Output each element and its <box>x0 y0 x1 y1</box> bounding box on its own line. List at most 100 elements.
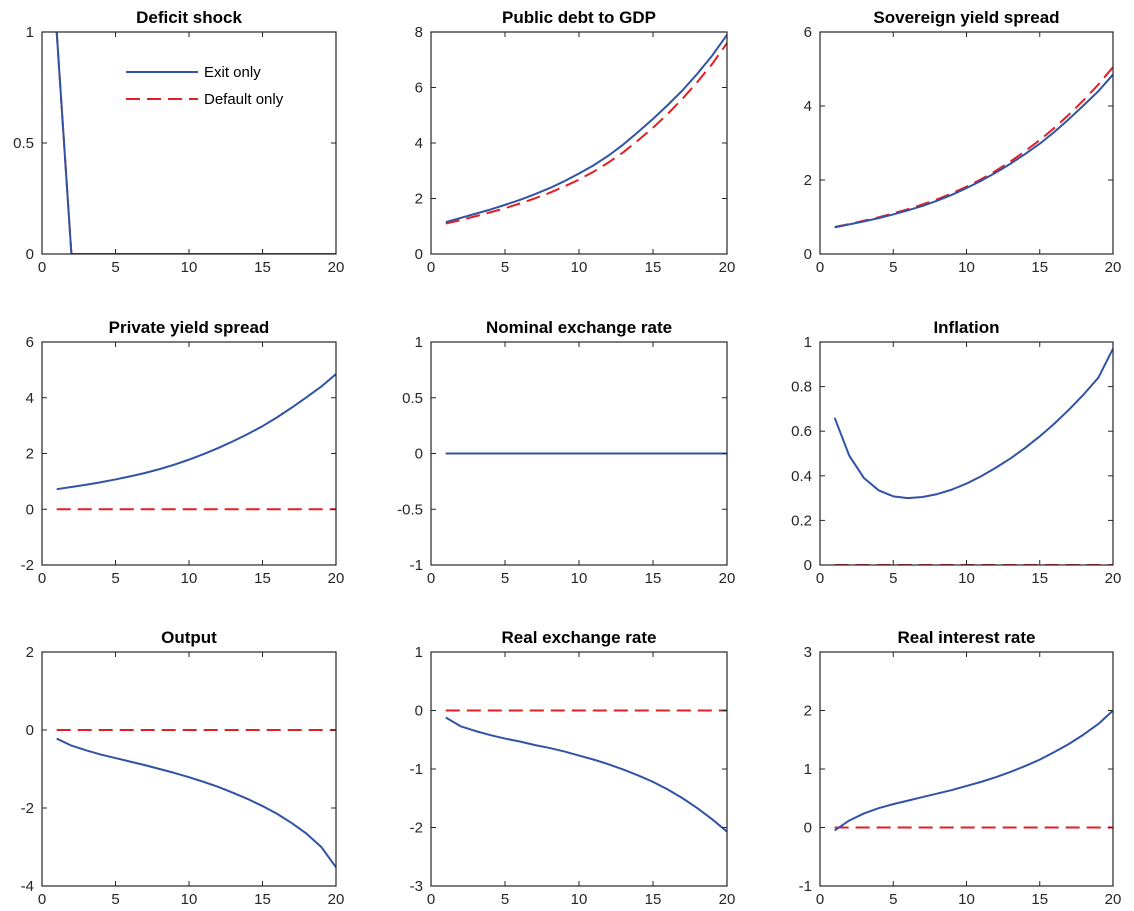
y-tick-label: -0.5 <box>397 501 423 518</box>
axes-box <box>819 341 1114 566</box>
panel-title: Sovereign yield spread <box>873 8 1059 27</box>
legend-label-exit-only: Exit only <box>204 64 261 81</box>
y-tick-label: -1 <box>799 878 812 895</box>
panel-title: Real interest rate <box>898 628 1036 647</box>
x-tick-label: 0 <box>816 570 824 587</box>
panel-8: Real exchange rate 0 5 10 15 20 -3 -2 -1 0 1 <box>410 628 736 908</box>
x-tick-label: 10 <box>571 259 588 276</box>
x-tick-label: 10 <box>958 570 975 587</box>
series-exit-only-line <box>55 32 336 254</box>
y-tick-label: 0.8 <box>791 379 812 396</box>
x-tick-label: 0 <box>427 570 435 587</box>
series-default-only-line <box>445 42 727 225</box>
x-tick-label: 5 <box>111 570 119 587</box>
x-tick-label: 5 <box>889 259 897 276</box>
x-tick-label: 5 <box>501 891 509 908</box>
y-tick-label: 4 <box>415 135 423 152</box>
y-tick-label: 2 <box>415 191 423 208</box>
panel-title: Real exchange rate <box>502 628 657 647</box>
y-tick-label: 1 <box>804 334 812 351</box>
y-tick-label: -1 <box>410 557 423 574</box>
x-tick-label: 20 <box>328 570 345 587</box>
series-exit-only-line <box>56 373 336 491</box>
series-default-only-line <box>55 32 336 254</box>
x-tick-label: 0 <box>38 891 46 908</box>
y-tick-label: 0.5 <box>402 390 423 407</box>
y-tick-label: 0 <box>26 722 34 739</box>
x-tick-label: 0 <box>427 259 435 276</box>
x-tick-label: 15 <box>645 891 662 908</box>
y-tick-label: 8 <box>415 24 423 41</box>
y-tick-label: 6 <box>26 334 34 351</box>
x-tick-label: 10 <box>571 891 588 908</box>
x-tick-label: 5 <box>111 891 119 908</box>
y-tick-label: 0.4 <box>791 468 812 485</box>
x-tick-label: 20 <box>328 891 345 908</box>
x-tick-label: 5 <box>889 891 897 908</box>
x-tick-label: 10 <box>958 891 975 908</box>
y-tick-label: 4 <box>26 390 34 407</box>
axes-box <box>41 651 337 887</box>
x-tick-label: 0 <box>816 259 824 276</box>
y-tick-label: -3 <box>410 878 423 895</box>
x-tick-label: 10 <box>571 570 588 587</box>
y-tick-label: 2 <box>804 172 812 189</box>
x-tick-label: 0 <box>38 259 46 276</box>
x-tick-label: 0 <box>427 891 435 908</box>
panel-title: Output <box>161 628 217 647</box>
x-tick-label: 15 <box>254 570 271 587</box>
x-tick-label: 20 <box>719 570 736 587</box>
panel-6: Inflation 0 5 10 15 20 0 0.2 0.4 0.6 0.8 1 <box>791 318 1121 587</box>
y-tick-label: -2 <box>21 800 34 817</box>
y-tick-label: 0 <box>26 246 34 263</box>
y-tick-label: 0.2 <box>791 512 812 529</box>
series-default-only-line <box>834 66 1113 228</box>
y-tick-label: 6 <box>804 24 812 41</box>
x-tick-label: 20 <box>1105 259 1122 276</box>
x-tick-label: 10 <box>181 259 198 276</box>
y-tick-label: 0.5 <box>13 135 34 152</box>
x-tick-label: 5 <box>111 259 119 276</box>
panel-1: Deficit shock 0 5 10 15 20 0 0.5 1 Exit only Defau… <box>13 8 344 276</box>
x-tick-label: 15 <box>254 259 271 276</box>
y-tick-label: 6 <box>415 80 423 97</box>
panel-title: Inflation <box>933 318 999 337</box>
x-tick-label: 15 <box>1031 570 1048 587</box>
x-tick-label: 10 <box>958 259 975 276</box>
axes-box <box>819 651 1114 887</box>
y-tick-label: 0 <box>415 446 423 463</box>
y-tick-label: 0 <box>415 246 423 263</box>
y-tick-label: -4 <box>21 878 34 895</box>
x-tick-label: 20 <box>719 891 736 908</box>
panel-3: Sovereign yield spread 0 5 10 15 20 0 2 4 6 <box>804 8 1122 276</box>
panel-7: Output 0 5 10 15 20 -4 -2 0 2 <box>21 628 345 908</box>
x-tick-label: 15 <box>1031 259 1048 276</box>
panel-title: Private yield spread <box>109 318 270 337</box>
x-tick-label: 0 <box>816 891 824 908</box>
y-tick-label: 0 <box>415 703 423 720</box>
y-tick-label: -1 <box>410 761 423 778</box>
x-tick-label: 20 <box>719 259 736 276</box>
x-tick-label: 5 <box>889 570 897 587</box>
y-tick-label: 0 <box>26 501 34 518</box>
series-exit-only-line <box>834 709 1113 832</box>
x-tick-label: 20 <box>1105 891 1122 908</box>
panel-title: Public debt to GDP <box>502 8 656 27</box>
x-tick-label: 15 <box>645 259 662 276</box>
y-tick-label: 2 <box>26 446 34 463</box>
y-tick-label: 1 <box>804 761 812 778</box>
y-tick-label: 4 <box>804 98 812 115</box>
x-tick-label: 5 <box>501 570 509 587</box>
x-tick-label: 15 <box>1031 891 1048 908</box>
legend: Exit only Default only <box>126 64 284 108</box>
y-tick-label: 0 <box>804 246 812 263</box>
series-exit-only-line <box>56 737 336 868</box>
series-exit-only-line <box>445 716 727 833</box>
legend-label-default-only: Default only <box>204 91 284 108</box>
y-tick-label: 3 <box>804 644 812 661</box>
panel-2: Public debt to GDP 0 5 10 15 20 0 2 4 6 8 <box>415 8 736 276</box>
y-tick-label: 0 <box>804 820 812 837</box>
series-exit-only-line <box>834 73 1113 229</box>
